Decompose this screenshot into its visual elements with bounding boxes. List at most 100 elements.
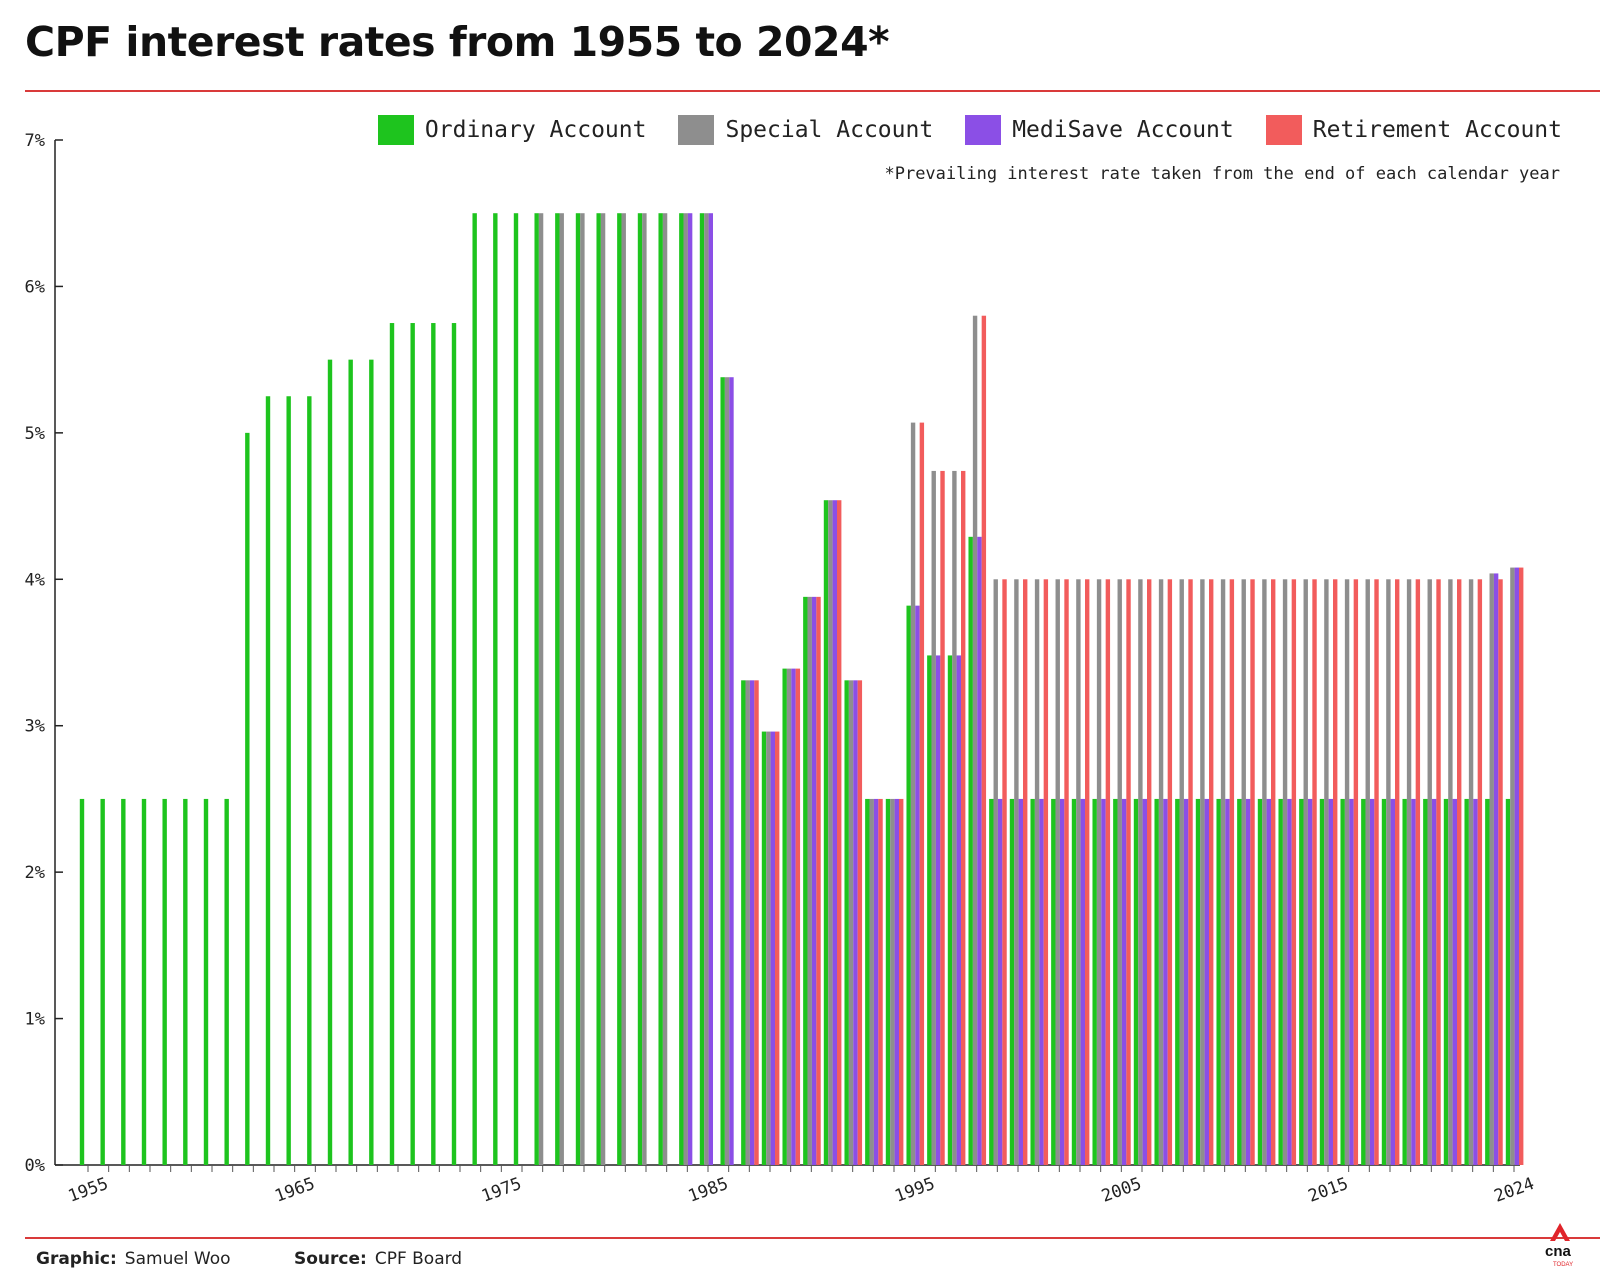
bar-retirement: [919, 422, 925, 1165]
bar-special: [1179, 579, 1184, 1165]
bar-ordinary: [1030, 798, 1035, 1165]
bar-special: [807, 596, 812, 1165]
bar-special: [1117, 579, 1122, 1165]
legend-item-ordinary: Ordinary Account: [377, 115, 647, 145]
bar-ordinary: [637, 213, 643, 1165]
bar-ordinary: [1154, 798, 1159, 1165]
bar-medisave: [1431, 798, 1437, 1165]
bar-ordinary: [431, 323, 436, 1165]
bar-retirement: [1188, 579, 1193, 1165]
bar-retirement: [816, 596, 821, 1165]
bar-retirement: [1209, 579, 1214, 1165]
bar-ordinary: [410, 323, 415, 1165]
bar-ordinary: [534, 213, 539, 1165]
bar-ordinary: [472, 213, 477, 1165]
bar-special: [1510, 567, 1515, 1165]
bar-retirement: [857, 680, 863, 1165]
y-tick-label: 1%: [25, 1010, 45, 1030]
bar-ordinary: [1071, 798, 1077, 1165]
y-tick-label: 4%: [25, 570, 45, 590]
bar-medisave: [894, 798, 899, 1165]
bar-medisave: [1183, 798, 1189, 1165]
bar-special: [1055, 579, 1060, 1165]
bar-medisave: [1018, 798, 1023, 1165]
cna-logo: cna TODAY: [1545, 1223, 1573, 1268]
cna-logo-subtext: TODAY: [1553, 1262, 1573, 1268]
bar-special: [1427, 579, 1432, 1165]
bar-ordinary: [183, 798, 188, 1165]
bar-ordinary: [1443, 798, 1449, 1165]
bar-medisave: [1121, 798, 1127, 1165]
bar-ordinary: [968, 536, 973, 1165]
bar-medisave: [1493, 573, 1499, 1165]
legend-swatch-special: [678, 115, 715, 145]
chart-plot: 0% 1% 2% 3% 4% 5% 6% 7% 1955 1965 1975 1985 1995 2005…: [25, 131, 1537, 1207]
bar-ordinary: [823, 500, 829, 1166]
bar-ordinary: [906, 605, 911, 1165]
bar-ordinary: [1257, 798, 1263, 1165]
bar-ordinary: [1133, 798, 1139, 1165]
bar-special: [910, 422, 916, 1165]
legend-label-retirement: Retirement Account: [1312, 117, 1562, 143]
bar-retirement: [1250, 579, 1255, 1165]
bar-medisave: [791, 668, 796, 1165]
legend-label-ordinary: Ordinary Account: [424, 117, 647, 143]
legend-label-special: Special Account: [725, 117, 934, 143]
bar-medisave: [1266, 798, 1271, 1165]
bar-retirement: [1415, 579, 1421, 1165]
bar-medisave: [1245, 798, 1251, 1165]
bar-special: [1468, 579, 1474, 1165]
x-tick-label: 1965: [272, 1174, 317, 1207]
bar-medisave: [1473, 798, 1478, 1165]
bar-ordinary: [555, 213, 560, 1165]
bar-special: [1241, 579, 1246, 1165]
bar-special: [1344, 579, 1350, 1165]
bar-ordinary: [369, 359, 374, 1165]
bar-ordinary: [1237, 798, 1242, 1165]
bar-special: [621, 213, 626, 1165]
bar-medisave: [1328, 798, 1333, 1165]
bar-retirement: [899, 798, 904, 1165]
bar-medisave: [1307, 798, 1313, 1165]
bar-special: [1014, 579, 1019, 1165]
bar-medisave: [811, 596, 817, 1165]
bar-retirement: [878, 798, 883, 1165]
bar-medisave: [1514, 567, 1519, 1165]
bar-ordinary: [865, 798, 870, 1165]
y-tick-label: 7%: [25, 131, 45, 151]
bar-ordinary: [1381, 798, 1387, 1165]
bar-special: [1096, 579, 1102, 1165]
bar-ordinary: [699, 213, 705, 1165]
bar-special: [766, 731, 771, 1165]
bar-ordinary: [1423, 798, 1428, 1165]
bar-special: [662, 213, 668, 1165]
bar-special: [1448, 579, 1453, 1165]
y-tick-label: 2%: [25, 863, 45, 883]
legend-swatch-ordinary: [377, 115, 414, 145]
bar-ordinary: [245, 432, 250, 1165]
bar-retirement: [1064, 579, 1069, 1165]
bar-ordinary: [679, 213, 684, 1165]
bar-medisave: [1163, 798, 1168, 1165]
footer-source: Source: CPF Board: [294, 1249, 462, 1269]
bar-medisave: [1101, 798, 1106, 1165]
bar-retirement: [1498, 579, 1503, 1165]
bar-special: [972, 315, 978, 1166]
x-tick-label: 1995: [892, 1174, 937, 1207]
bar-retirement: [1043, 579, 1049, 1165]
bar-ordinary: [203, 798, 209, 1165]
bar-special: [1282, 579, 1288, 1165]
bar-medisave: [1225, 798, 1230, 1165]
bar-medisave: [977, 536, 982, 1165]
title-divider: [25, 90, 1600, 92]
bar-ordinary: [162, 798, 167, 1165]
bar-medisave: [729, 377, 734, 1166]
bar-ordinary: [1361, 798, 1366, 1165]
bar-retirement: [981, 315, 987, 1166]
bar-ordinary: [1319, 798, 1325, 1165]
bar-ordinary: [286, 396, 291, 1165]
bar-medisave: [708, 213, 713, 1165]
x-tick-label: 2005: [1099, 1174, 1144, 1207]
bar-ordinary: [720, 377, 725, 1166]
bar-special: [1138, 579, 1143, 1165]
